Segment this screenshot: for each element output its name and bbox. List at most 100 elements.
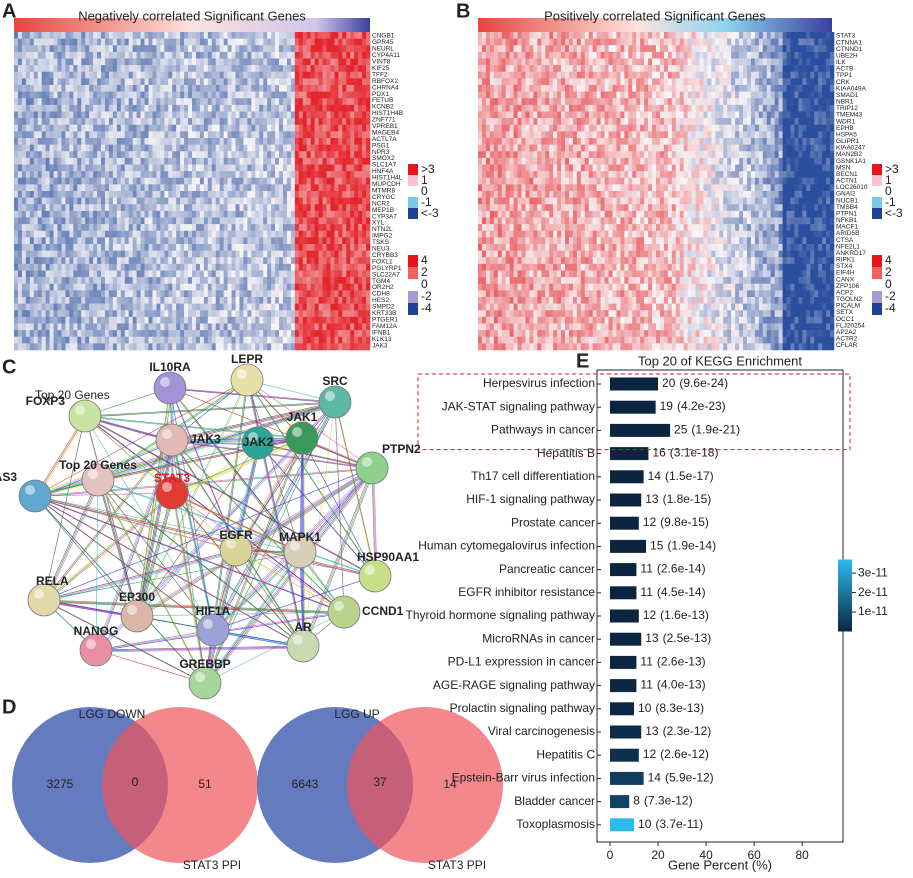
- heatmap-cell: [195, 330, 201, 338]
- heatmap-cell: [152, 297, 157, 304]
- heatmap-cell: [184, 124, 189, 132]
- heatmap-cell: [65, 111, 70, 119]
- heatmap-cell: [223, 58, 228, 66]
- heatmap-cell: [25, 157, 31, 165]
- heatmap-cell: [358, 191, 363, 198]
- heatmap-cell: [207, 144, 213, 152]
- heatmap-cell: [699, 32, 704, 39]
- heatmap-cell: [342, 263, 347, 271]
- heatmap-cell: [176, 250, 181, 258]
- heatmap-cell: [192, 197, 197, 205]
- heatmap-cell: [766, 65, 772, 73]
- heatmap-cell: [342, 330, 347, 338]
- heatmap-cell: [203, 32, 209, 39]
- heatmap-cell: [227, 257, 232, 265]
- heatmap-cell: [37, 85, 42, 92]
- heatmap-cell: [338, 91, 343, 99]
- heatmap-cell: [176, 138, 181, 145]
- heatmap-cell: [176, 111, 181, 119]
- heatmap-cell: [219, 217, 224, 225]
- heatmap-cell: [199, 85, 205, 92]
- heatmap-cell: [45, 244, 50, 251]
- heatmap-cell: [251, 237, 256, 245]
- heatmap-cell: [164, 244, 169, 251]
- heatmap-cell: [239, 316, 244, 324]
- heatmap-cell: [279, 191, 284, 198]
- heatmap-cell: [279, 270, 284, 278]
- heatmap-cell: [286, 144, 292, 152]
- heatmap-cell: [362, 138, 367, 145]
- heatmap-cell: [342, 144, 347, 152]
- heatmap-cell: [77, 224, 82, 232]
- heatmap-cell: [148, 336, 153, 344]
- heatmap-cell: [101, 85, 106, 92]
- heatmap-cell: [152, 330, 157, 338]
- heatmap-cell: [318, 104, 323, 112]
- heatmap-cell: [298, 217, 304, 225]
- heatmap-cell: [247, 104, 252, 112]
- heatmap-cell: [271, 224, 276, 232]
- heatmap-cell: [73, 111, 78, 119]
- heatmap-cell: [65, 184, 70, 192]
- heatmap-cell: [57, 78, 62, 86]
- heatmap-cell: [580, 51, 586, 59]
- heatmap-cell: [172, 98, 177, 106]
- heatmap-cell: [604, 38, 609, 46]
- heatmap-cell: [89, 270, 94, 278]
- heatmap-cell: [29, 144, 35, 152]
- heatmap-cell: [104, 270, 110, 278]
- heatmap-cell: [302, 330, 308, 338]
- heatmap-cell: [263, 244, 268, 251]
- heatmap-cell: [565, 51, 570, 59]
- heatmap-cell: [104, 65, 110, 73]
- heatmap-cell: [199, 51, 205, 59]
- heatmap-cell: [184, 323, 189, 331]
- heatmap-cell: [101, 65, 106, 73]
- heatmap-cell: [172, 224, 177, 232]
- heatmap-cell: [675, 38, 681, 46]
- heatmap-cell: [354, 230, 359, 238]
- heatmap-cell: [271, 144, 276, 152]
- heatmap-cell: [199, 323, 205, 331]
- heatmap-cell: [286, 283, 292, 291]
- heatmap-cell: [302, 138, 308, 145]
- heatmap-cell: [69, 51, 74, 59]
- heatmap-cell: [330, 257, 335, 265]
- heatmap-cell: [21, 177, 27, 185]
- heatmap-cell: [112, 217, 118, 225]
- heatmap-cell: [73, 157, 78, 165]
- heatmap-cell: [358, 38, 363, 46]
- heatmap-cell: [160, 91, 165, 99]
- heatmap-cell: [762, 45, 768, 53]
- heatmap-cell: [354, 111, 359, 119]
- heatmap-cell: [251, 98, 256, 106]
- heatmap-cell: [97, 164, 102, 172]
- heatmap-cell: [152, 191, 157, 198]
- heatmap-cell: [195, 277, 201, 285]
- heatmap-cell: [101, 310, 106, 318]
- heatmap-cell: [306, 323, 311, 331]
- heatmap-cell: [156, 111, 161, 119]
- heatmap-cell: [286, 210, 292, 218]
- gene-label: SMPD2: [372, 304, 395, 311]
- heatmap-cell: [192, 98, 197, 106]
- heatmap-cell: [239, 131, 244, 139]
- heatmap-cell: [192, 65, 197, 73]
- heatmap-cell: [164, 98, 169, 106]
- heatmap-cell: [136, 144, 141, 152]
- heatmap-cell: [120, 217, 126, 225]
- heatmap-cell: [144, 138, 149, 145]
- heatmap-cell: [184, 144, 189, 152]
- heatmap-cell: [302, 250, 308, 258]
- heatmap-cell: [267, 38, 272, 46]
- heatmap-cell: [739, 65, 744, 73]
- heatmap-cell: [211, 270, 217, 278]
- heatmap-cell: [124, 58, 130, 66]
- heatmap-cell: [687, 38, 692, 46]
- heatmap-cell: [73, 78, 78, 86]
- heatmap-cell: [192, 204, 197, 212]
- heatmap-cell: [207, 191, 213, 198]
- heatmap-cell: [263, 138, 268, 145]
- heatmap-cell: [144, 244, 149, 251]
- heatmap-cell: [89, 85, 94, 92]
